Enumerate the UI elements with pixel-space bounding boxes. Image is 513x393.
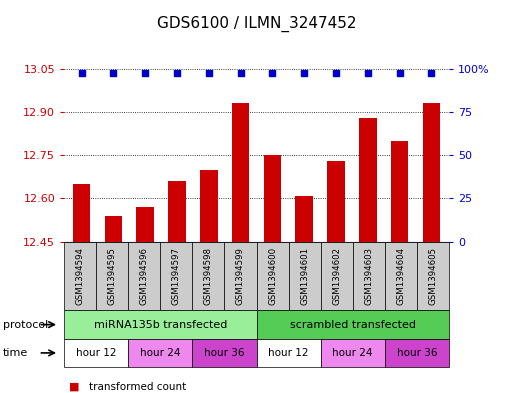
Bar [105,216,122,242]
Point [205,70,213,76]
Point [141,70,149,76]
Point [300,70,308,76]
Point [268,70,277,76]
Bar [423,103,440,242]
Text: GDS6100 / ILMN_3247452: GDS6100 / ILMN_3247452 [157,16,356,32]
Bar [168,181,186,242]
Point [77,70,86,76]
Point [236,70,245,76]
Text: GSM1394596: GSM1394596 [140,247,149,305]
Text: ■: ■ [69,382,80,392]
Text: GSM1394599: GSM1394599 [236,247,245,305]
Text: hour 12: hour 12 [268,348,309,358]
Point [332,70,340,76]
Text: GSM1394602: GSM1394602 [332,247,341,305]
Text: time: time [3,348,28,358]
Text: GSM1394597: GSM1394597 [172,247,181,305]
Text: protocol: protocol [3,320,48,330]
Bar [264,155,281,242]
Point [427,70,436,76]
Text: hour 24: hour 24 [140,348,181,358]
Text: GSM1394594: GSM1394594 [75,247,85,305]
Point [396,70,404,76]
Text: hour 36: hour 36 [397,348,437,358]
Bar [391,141,408,242]
Bar [232,103,249,242]
Text: hour 12: hour 12 [76,348,116,358]
Text: transformed count: transformed count [89,382,186,392]
Point [173,70,181,76]
Text: GSM1394595: GSM1394595 [108,247,117,305]
Point [364,70,372,76]
Text: hour 36: hour 36 [204,348,245,358]
Text: GSM1394604: GSM1394604 [396,247,405,305]
Point [109,70,117,76]
Bar [136,207,154,242]
Text: hour 24: hour 24 [332,348,373,358]
Bar [327,161,345,242]
Bar [295,196,313,242]
Text: GSM1394600: GSM1394600 [268,247,277,305]
Bar [73,184,90,242]
Text: GSM1394601: GSM1394601 [300,247,309,305]
Text: GSM1394603: GSM1394603 [364,247,373,305]
Bar [359,118,377,242]
Text: miRNA135b transfected: miRNA135b transfected [94,320,227,330]
Text: scrambled transfected: scrambled transfected [290,320,416,330]
Text: GSM1394598: GSM1394598 [204,247,213,305]
Bar [200,170,218,242]
Text: GSM1394605: GSM1394605 [428,247,438,305]
